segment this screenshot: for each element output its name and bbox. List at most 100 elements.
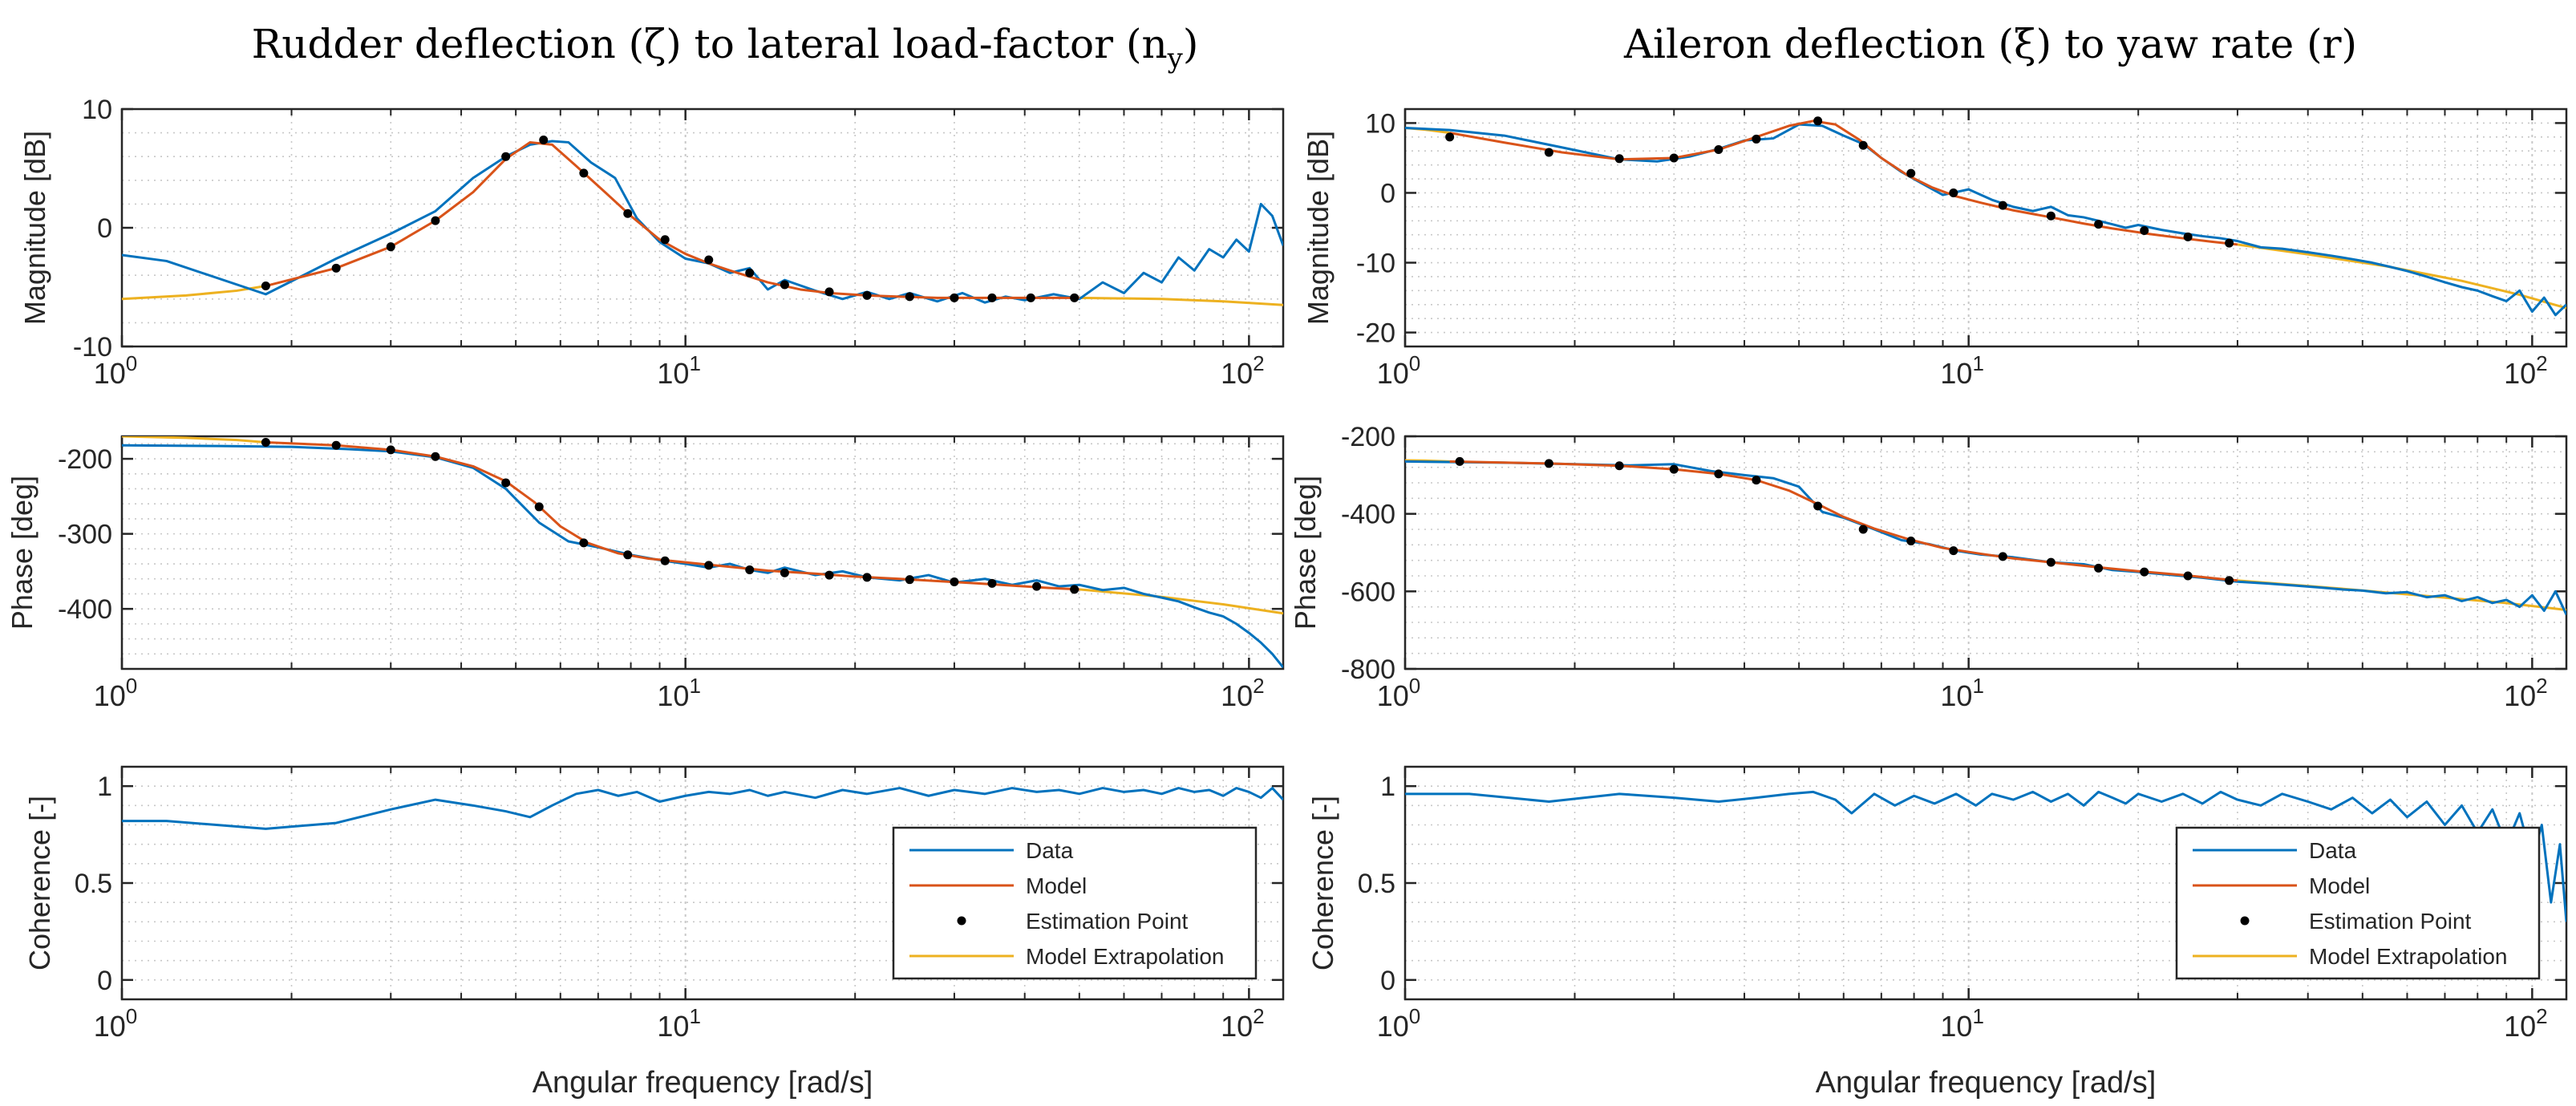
estimation-point — [331, 440, 341, 450]
estimation-point — [1614, 154, 1624, 164]
y-axis-label: Magnitude [dB] — [1302, 131, 1335, 325]
estimation-point — [862, 290, 872, 300]
estimation-point — [431, 216, 440, 225]
estimation-point — [386, 242, 395, 252]
estimation-point — [1752, 134, 1761, 144]
x-tick-label: 101 — [1940, 351, 1984, 390]
estimation-point — [1669, 153, 1679, 163]
grid-right-0 — [1405, 109, 2566, 346]
series-model-extrapolation — [1079, 296, 1283, 306]
y-tick-label: 1 — [97, 772, 112, 802]
x-tick-label: 102 — [1221, 1004, 1265, 1043]
estimation-point — [704, 255, 714, 265]
panel-left-2: 0 0.5 1 100 101 102 Coherence [-] Angular frequ… — [23, 765, 1285, 1100]
y-tick-label: -10 — [1356, 249, 1395, 279]
series-model-extrapolation — [2237, 243, 2566, 310]
estimation-point — [539, 135, 549, 144]
estimation-point — [1949, 546, 1958, 556]
estimation-point — [745, 268, 755, 278]
plot-area-right-1 — [1405, 456, 2566, 615]
estimation-point — [261, 437, 270, 447]
estimation-point — [987, 293, 997, 302]
estimation-point — [1858, 525, 1868, 534]
x-tick-label: 100 — [94, 1004, 138, 1043]
y-tick-label: 0 — [97, 966, 112, 996]
axes-box-right-1 — [1403, 435, 2568, 670]
x-tick-label: 101 — [1940, 1004, 1984, 1043]
estimation-point — [905, 292, 914, 302]
grid-left-1 — [122, 436, 1283, 669]
estimation-point — [2225, 238, 2234, 248]
estimation-point — [1032, 581, 1042, 591]
estimation-point — [1858, 140, 1868, 150]
estimation-point — [2140, 225, 2149, 235]
series-model-extrapolation — [122, 436, 266, 444]
estimation-point — [905, 575, 914, 585]
plot-area-left-2 — [122, 787, 1283, 830]
estimation-point — [2094, 220, 2104, 229]
x-tick-label: 100 — [1377, 674, 1421, 712]
legend-box — [892, 826, 1258, 980]
y-tick-label: 0 — [1380, 178, 1395, 209]
y-tick-label: -200 — [1341, 422, 1395, 452]
estimation-point — [1070, 585, 1079, 594]
legend-box — [2175, 826, 2541, 980]
estimation-point — [2046, 557, 2056, 567]
estimation-point — [704, 561, 714, 570]
left-chart-title: Rudder deflection (ζ) to lateral load-fa… — [252, 21, 1199, 75]
estimation-point — [501, 152, 511, 161]
panel-right-2: 0 0.5 1 100 101 102 Coherence [-] Angular frequ… — [1306, 765, 2568, 1100]
estimation-point — [1669, 464, 1679, 474]
x-tick-label: 101 — [657, 674, 701, 712]
plot-area-right-2 — [1405, 790, 2566, 922]
plot-area-right-0 — [1405, 116, 2566, 317]
estimation-point — [1614, 461, 1624, 471]
legend-right-2: Data Model Estimation Point Model Extrapola… — [2175, 826, 2541, 980]
y-axis-label: Coherence [-] — [23, 796, 56, 970]
plot-area-left-1 — [122, 436, 1283, 669]
series-data — [1405, 123, 2566, 317]
series-data — [122, 787, 1283, 830]
x-axis-label: Angular frequency [rad/s] — [1816, 1066, 2157, 1100]
x-tick-label: 100 — [1377, 351, 1421, 390]
estimation-point — [1949, 188, 1958, 197]
estimation-point — [1455, 456, 1464, 466]
panel-left-0: -10 0 10 100 101 102 Magnitude [dB] — [18, 95, 1285, 390]
legend-label: Model Extrapolation — [1026, 944, 1224, 969]
estimation-point — [1998, 201, 2007, 210]
y-tick-label: -20 — [1356, 318, 1395, 349]
legend-label: Estimation Point — [2309, 909, 2472, 934]
estimation-point — [2094, 563, 2104, 573]
legend-label: Model — [1026, 873, 1087, 898]
estimation-point — [623, 209, 633, 218]
estimation-point — [1026, 293, 1035, 302]
x-tick-label: 102 — [2504, 1004, 2548, 1043]
estimation-point — [1714, 469, 1723, 479]
series-model — [265, 140, 1079, 299]
axes-box-right-0 — [1403, 107, 2568, 348]
y-tick-label: 10 — [1365, 108, 1395, 139]
estimation-point — [1544, 459, 1553, 468]
estimation-point — [824, 570, 834, 580]
y-tick-label: -400 — [1341, 500, 1395, 530]
estimation-point — [1813, 501, 1823, 511]
y-tick-label: -600 — [1341, 577, 1395, 607]
x-axis-label: Angular frequency [rad/s] — [533, 1066, 873, 1100]
panel-right-0: -20 -10 0 10 100 101 102 Magnitude [dB] — [1302, 107, 2568, 390]
y-axis-label: Phase [deg] — [1289, 476, 1322, 630]
grid-right-1 — [1405, 436, 2566, 669]
y-tick-label: 0 — [97, 213, 112, 244]
estimation-point — [660, 235, 670, 245]
legend-label: Model — [2309, 873, 2370, 898]
estimation-point — [1906, 168, 1916, 178]
estimation-point — [660, 556, 670, 565]
estimation-point — [386, 445, 395, 455]
legend-marker-estimation — [957, 916, 966, 926]
y-axis-label: Phase [deg] — [6, 476, 38, 630]
estimation-point — [1445, 132, 1455, 142]
estimation-point — [780, 280, 789, 290]
y-tick-label: 1 — [1380, 772, 1395, 802]
x-tick-label: 100 — [94, 351, 138, 390]
estimation-point — [1906, 537, 1916, 545]
